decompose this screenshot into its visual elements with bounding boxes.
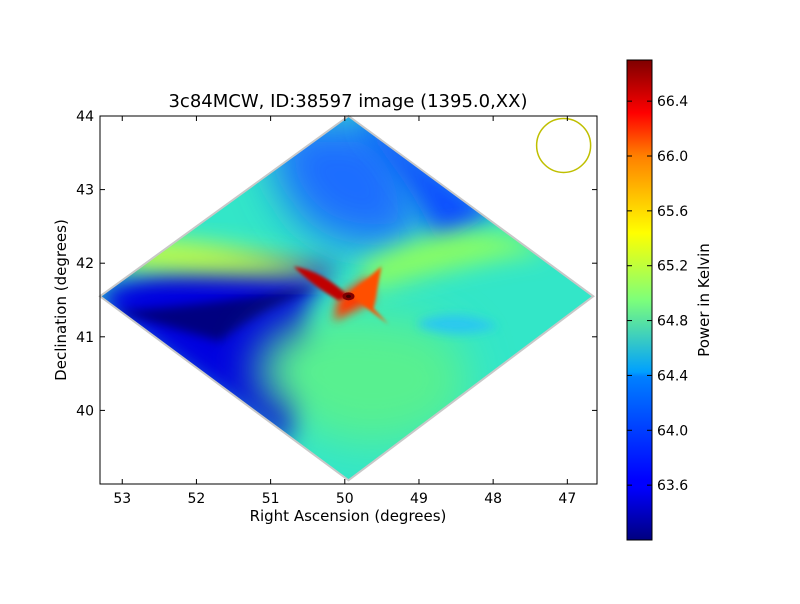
region-southern-lobe <box>258 314 468 445</box>
y-tick-label: 44 <box>76 109 94 125</box>
y-tick-label: 42 <box>76 256 94 272</box>
colorbar-label: Power in Kelvin <box>695 243 713 357</box>
central-source-core <box>346 294 351 298</box>
y-axis-label: Declination (degrees) <box>52 219 70 381</box>
x-tick-label: 47 <box>558 491 576 507</box>
y-tick-label: 41 <box>76 330 94 346</box>
colorbar-tick-label: 65.6 <box>657 204 688 220</box>
x-axis: 53 52 51 50 49 48 47 <box>113 116 576 507</box>
y-tick-label: 40 <box>76 403 94 419</box>
colorbar-tick-label: 65.2 <box>657 259 688 275</box>
region-west-arm <box>120 240 339 277</box>
colorbar-tick-label: 64.0 <box>657 423 688 439</box>
region-southwest-core <box>115 286 319 342</box>
region-east-arm <box>358 232 549 292</box>
colorbar-ticks: 63.6 64.0 64.4 64.8 65.2 65.6 66.0 66.4 <box>627 94 688 494</box>
colorbar <box>626 59 653 541</box>
x-tick-label: 53 <box>113 491 131 507</box>
x-tick-label: 50 <box>336 491 354 507</box>
x-axis-label: Right Ascension (degrees) <box>250 507 447 525</box>
y-tick-label: 43 <box>76 183 94 199</box>
axes-frame <box>99 115 598 485</box>
region-east-spot <box>418 314 499 334</box>
x-tick-label: 49 <box>410 491 428 507</box>
colorbar-tick-label: 64.4 <box>657 368 688 384</box>
region-center-east-orange <box>348 266 389 325</box>
colorbar-tick-label: 64.8 <box>657 314 688 330</box>
beam-circle <box>535 117 592 174</box>
colorbar-tick-label: 63.6 <box>657 478 688 494</box>
colorbar-tick-label: 66.0 <box>657 149 688 165</box>
region-center-upper-red <box>293 266 349 301</box>
colorbar-tick-label: 66.4 <box>657 94 688 110</box>
sky-coverage-outline <box>98 114 595 482</box>
x-tick-label: 51 <box>262 491 280 507</box>
x-tick-label: 48 <box>484 491 502 507</box>
x-tick-label: 52 <box>188 491 206 507</box>
sky-coverage-image <box>100 116 594 481</box>
y-axis: 40 41 42 43 44 <box>76 109 597 419</box>
region-north-blue-edge <box>358 121 499 246</box>
chart-title: 3c84MCW, ID:38597 image (1395.0,XX) <box>168 91 527 112</box>
